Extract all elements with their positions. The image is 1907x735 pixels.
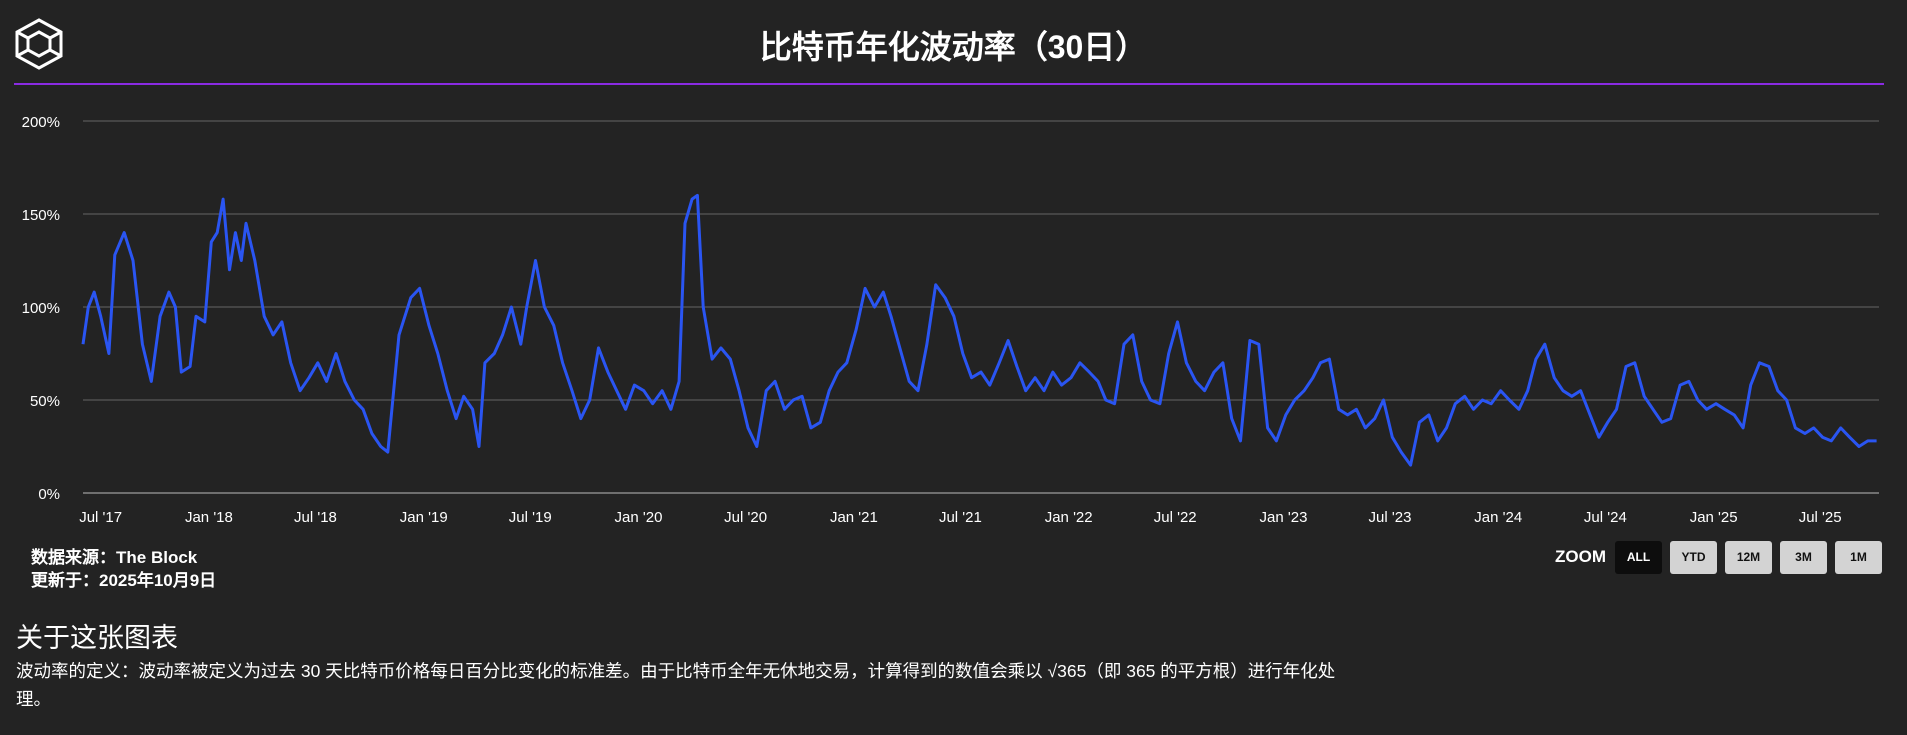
x-tick-label: Jul '24: [1584, 509, 1627, 526]
zoom-ytd-button[interactable]: YTD: [1670, 540, 1717, 574]
y-tick-label: 0%: [38, 486, 60, 503]
zoom-12m-button[interactable]: 12M: [1725, 540, 1772, 574]
title-divider: [14, 83, 1884, 85]
x-tick-label: Jan '23: [1260, 509, 1308, 526]
x-axis-tick-labels: Jul '17 Jan '18 Jul '18 Jan '19 Jul '19 Jan '…: [79, 509, 1841, 526]
zoom-3m-button[interactable]: 3M: [1780, 540, 1827, 574]
zoom-controls: ZOOM ALL YTD 12M 3M 1M: [1555, 540, 1882, 574]
volatility-series-line: [81, 193, 1877, 467]
x-tick-label: Jul '17: [79, 509, 122, 526]
x-tick-label: Jul '19: [509, 509, 552, 526]
zoom-1m-button[interactable]: 1M: [1835, 540, 1882, 574]
x-tick-label: Jul '23: [1369, 509, 1412, 526]
series-layer: [81, 193, 1877, 467]
y-axis-tick-labels: 0% 50% 100% 150% 200%: [22, 114, 60, 503]
zoom-label: ZOOM: [1555, 547, 1606, 566]
volatility-line-chart: 0%50%100%150%200% Jul '17 Jan '18 Jul '18 J…: [22, 114, 1879, 526]
x-tick-label: Jul '25: [1799, 509, 1842, 526]
data-source-line: 数据来源：The Block: [31, 548, 198, 567]
data-source-info: 数据来源：The Block 更新于：2025年10月9日: [31, 546, 216, 592]
x-tick-label: Jan '18: [185, 509, 233, 526]
x-tick-label: Jan '19: [400, 509, 448, 526]
about-chart-heading: 关于这张图表: [16, 623, 178, 653]
y-tick-label: 100%: [22, 300, 60, 317]
y-tick-label: 200%: [22, 114, 60, 131]
updated-date-line: 更新于：2025年10月9日: [31, 571, 217, 590]
chart-title: 比特币年化波动率（30日）: [759, 29, 1148, 65]
zoom-all-button[interactable]: ALL: [1615, 540, 1662, 574]
the-block-logo-icon: [15, 18, 63, 70]
x-tick-label: Jan '24: [1474, 509, 1522, 526]
y-tick-label: 150%: [22, 207, 60, 224]
x-tick-label: Jan '25: [1690, 509, 1738, 526]
grid-lines: [83, 120, 1879, 494]
x-tick-label: Jan '21: [830, 509, 878, 526]
x-tick-label: Jul '22: [1154, 509, 1197, 526]
x-tick-label: Jan '22: [1045, 509, 1093, 526]
x-tick-label: Jul '20: [724, 509, 767, 526]
x-tick-label: Jul '18: [294, 509, 337, 526]
y-tick-label: 50%: [30, 393, 60, 410]
x-tick-label: Jul '21: [939, 509, 982, 526]
x-tick-label: Jan '20: [615, 509, 663, 526]
about-chart-description: 波动率的定义：波动率被定义为过去 30 天比特币价格每日百分比变化的标准差。由于…: [16, 661, 1336, 709]
